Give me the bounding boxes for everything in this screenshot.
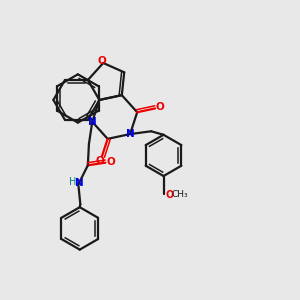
Text: N: N <box>126 129 134 139</box>
Text: O: O <box>156 102 165 112</box>
Text: CH₃: CH₃ <box>172 190 188 199</box>
Text: O: O <box>106 157 115 167</box>
Text: O: O <box>98 56 106 66</box>
Text: H: H <box>69 177 77 187</box>
Text: O: O <box>165 190 173 200</box>
Text: N: N <box>88 117 97 127</box>
Text: N: N <box>75 178 84 188</box>
Text: O: O <box>96 156 105 166</box>
